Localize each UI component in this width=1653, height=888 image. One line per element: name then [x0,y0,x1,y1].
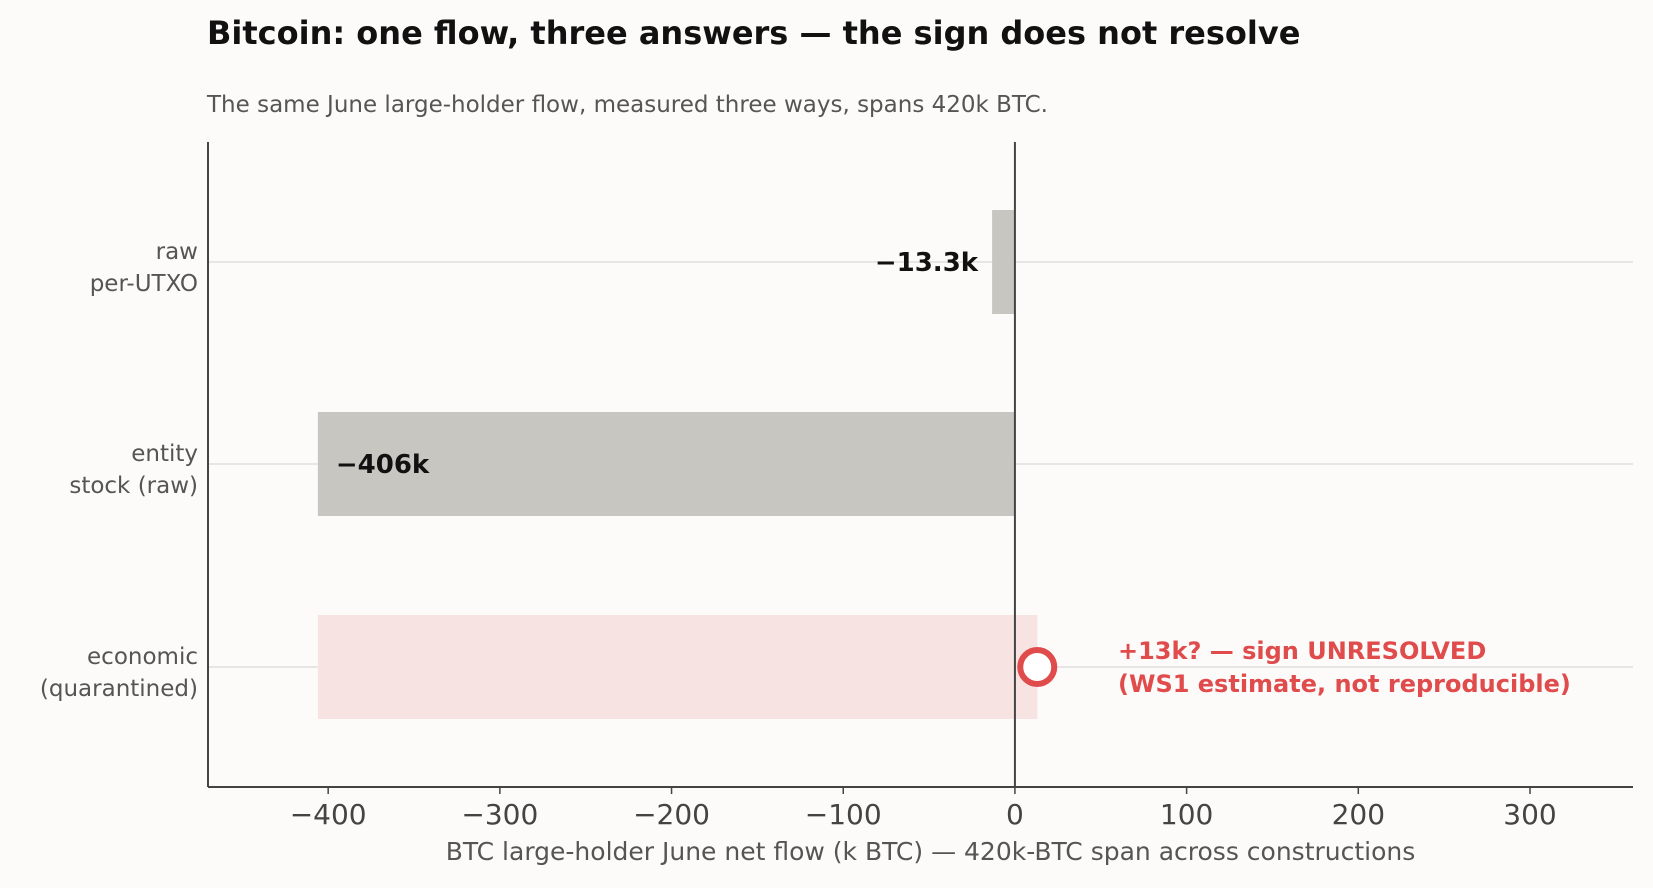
labels: −13.3k −406k +13k? — sign UNRESOLVED (WS1 e… [40,239,1571,866]
annotation-line-1: (WS1 estimate, not reproducible) [1118,670,1571,698]
x-tick-label-4: 0 [1006,798,1024,831]
x-tick-label-6: 200 [1332,798,1385,831]
category-label-1-1: stock (raw) [69,473,198,499]
bar-0 [992,210,1015,314]
bars [317,210,1058,719]
category-label-0-0: raw [156,239,198,265]
category-label-2-1: (quarantined) [40,676,198,702]
bar-range-band [317,615,1038,719]
bar-1 [317,412,1015,516]
bar-value-label-1: −406k [336,450,430,480]
estimate-marker [1017,647,1058,687]
x-tick-label-0: −400 [290,798,367,831]
x-tick-label-1: −300 [461,798,538,831]
annotation-line-0: +13k? — sign UNRESOLVED [1118,637,1486,665]
x-tick-label-7: 300 [1503,798,1556,831]
x-axis-label: BTC large-holder June net flow (k BTC) —… [446,837,1416,866]
x-tick-label-3: −100 [805,798,882,831]
axes [207,142,1633,794]
x-tick-label-2: −200 [633,798,710,831]
bar-value-label-0: −13.3k [875,248,979,278]
category-label-0-1: per-UTXO [90,271,198,297]
category-label-1-0: entity [131,441,198,467]
x-tick-label-5: 100 [1160,798,1213,831]
chart-subtitle: The same June large-holder flow, measure… [207,92,1048,118]
chart-title: Bitcoin: one flow, three answers — the s… [207,14,1301,52]
category-label-2-0: economic [87,644,198,670]
